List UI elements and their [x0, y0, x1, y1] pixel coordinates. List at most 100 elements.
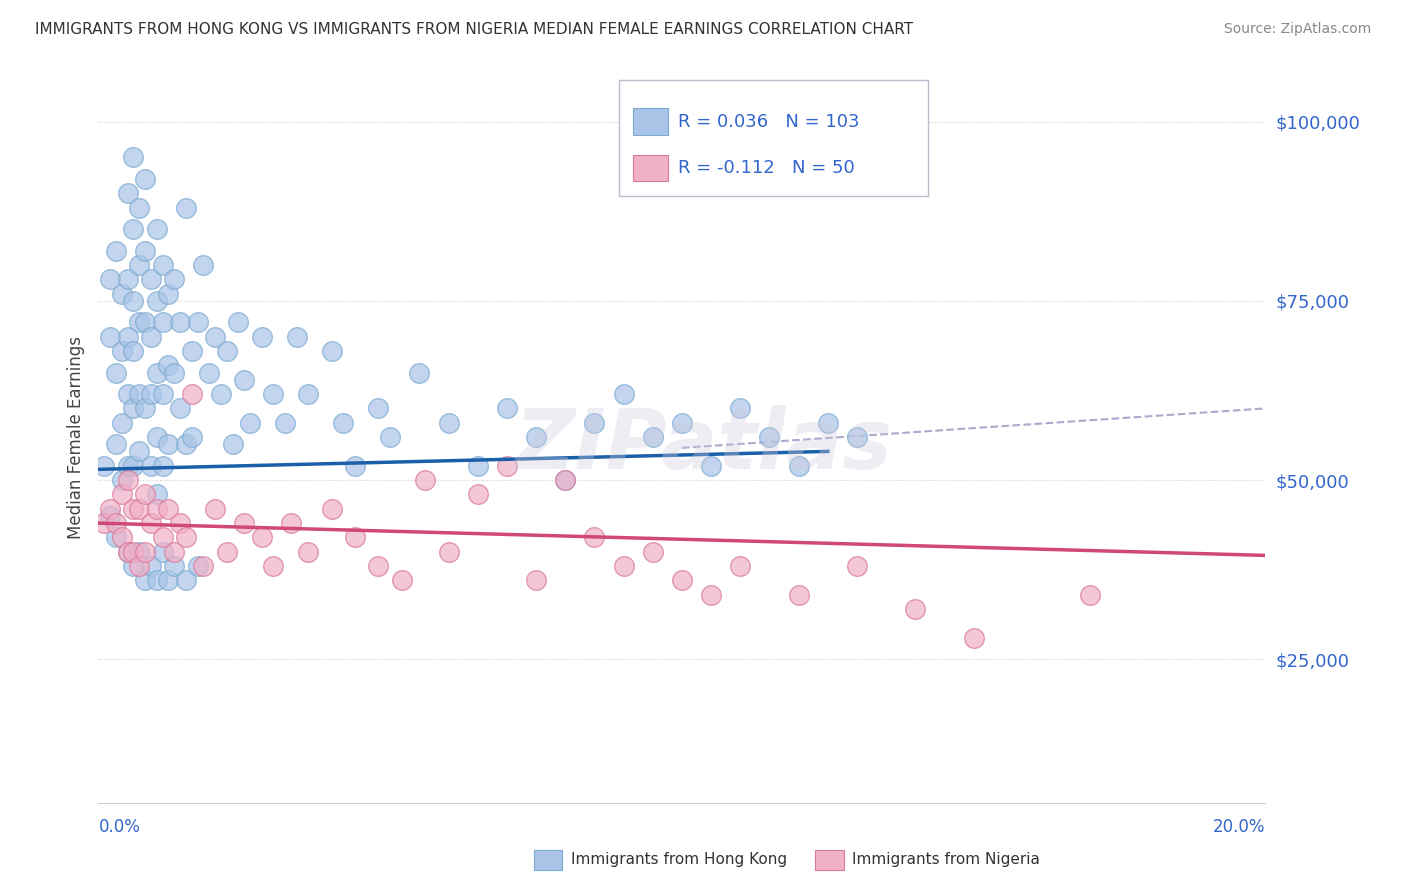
Point	[297, 387, 319, 401]
Point	[583, 416, 606, 430]
Point	[122, 150, 145, 164]
Point	[152, 531, 174, 545]
Point	[139, 458, 162, 473]
Point	[671, 416, 693, 430]
Point	[122, 344, 145, 359]
Point	[128, 501, 150, 516]
Text: 0.0%: 0.0%	[98, 818, 141, 836]
Point	[128, 559, 150, 574]
Point	[344, 458, 367, 473]
Point	[146, 501, 169, 516]
Point	[413, 473, 436, 487]
Text: ZIPatlas: ZIPatlas	[515, 406, 891, 486]
Point	[758, 430, 780, 444]
Point	[117, 473, 139, 487]
Point	[262, 387, 284, 401]
Point	[169, 516, 191, 530]
Point	[198, 366, 221, 380]
Point	[117, 272, 139, 286]
Point	[146, 293, 169, 308]
Point	[146, 430, 169, 444]
Point	[152, 387, 174, 401]
Point	[104, 244, 127, 258]
Point	[467, 458, 489, 473]
Point	[187, 315, 209, 329]
Point	[152, 458, 174, 473]
Point	[134, 545, 156, 559]
Point	[554, 473, 576, 487]
Point	[193, 258, 215, 272]
Point	[134, 487, 156, 501]
Point	[174, 201, 197, 215]
Point	[98, 501, 121, 516]
Point	[117, 545, 139, 559]
Point	[187, 559, 209, 574]
Text: Immigrants from Hong Kong: Immigrants from Hong Kong	[571, 853, 787, 867]
Point	[169, 315, 191, 329]
Point	[250, 329, 273, 343]
Point	[146, 366, 169, 380]
Point	[117, 545, 139, 559]
Point	[904, 602, 927, 616]
Point	[134, 244, 156, 258]
Point	[163, 272, 186, 286]
Point	[262, 559, 284, 574]
Point	[583, 531, 606, 545]
Point	[134, 315, 156, 329]
Point	[157, 574, 180, 588]
Point	[332, 416, 354, 430]
Point	[122, 501, 145, 516]
Point	[104, 531, 127, 545]
Point	[233, 516, 256, 530]
Point	[700, 458, 723, 473]
Point	[122, 293, 145, 308]
Point	[163, 545, 186, 559]
Point	[846, 559, 869, 574]
Point	[152, 545, 174, 559]
Point	[128, 387, 150, 401]
Point	[128, 444, 150, 458]
Point	[193, 559, 215, 574]
Point	[250, 531, 273, 545]
Point	[285, 329, 308, 343]
Point	[496, 458, 519, 473]
Point	[174, 531, 197, 545]
Text: 20.0%: 20.0%	[1213, 818, 1265, 836]
Point	[408, 366, 430, 380]
Point	[157, 437, 180, 451]
Point	[787, 588, 810, 602]
Point	[174, 437, 197, 451]
Point	[496, 401, 519, 416]
Point	[146, 574, 169, 588]
Text: Immigrants from Nigeria: Immigrants from Nigeria	[852, 853, 1040, 867]
Point	[139, 272, 162, 286]
Text: Source: ZipAtlas.com: Source: ZipAtlas.com	[1223, 22, 1371, 37]
Point	[321, 344, 343, 359]
Point	[117, 458, 139, 473]
Point	[93, 516, 115, 530]
Point	[612, 559, 634, 574]
Point	[111, 286, 134, 301]
Point	[437, 416, 460, 430]
Point	[117, 329, 139, 343]
Point	[163, 559, 186, 574]
Point	[1080, 588, 1102, 602]
Point	[134, 172, 156, 186]
Point	[215, 545, 238, 559]
Text: R = -0.112   N = 50: R = -0.112 N = 50	[678, 159, 855, 177]
Point	[524, 430, 547, 444]
Point	[641, 430, 664, 444]
Point	[391, 574, 413, 588]
Point	[962, 631, 984, 645]
Point	[524, 574, 547, 588]
Point	[233, 373, 256, 387]
Point	[93, 458, 115, 473]
Point	[380, 430, 402, 444]
Point	[221, 437, 243, 451]
Point	[98, 329, 121, 343]
Point	[787, 458, 810, 473]
Point	[122, 458, 145, 473]
Point	[128, 545, 150, 559]
Point	[117, 387, 139, 401]
Point	[117, 186, 139, 201]
